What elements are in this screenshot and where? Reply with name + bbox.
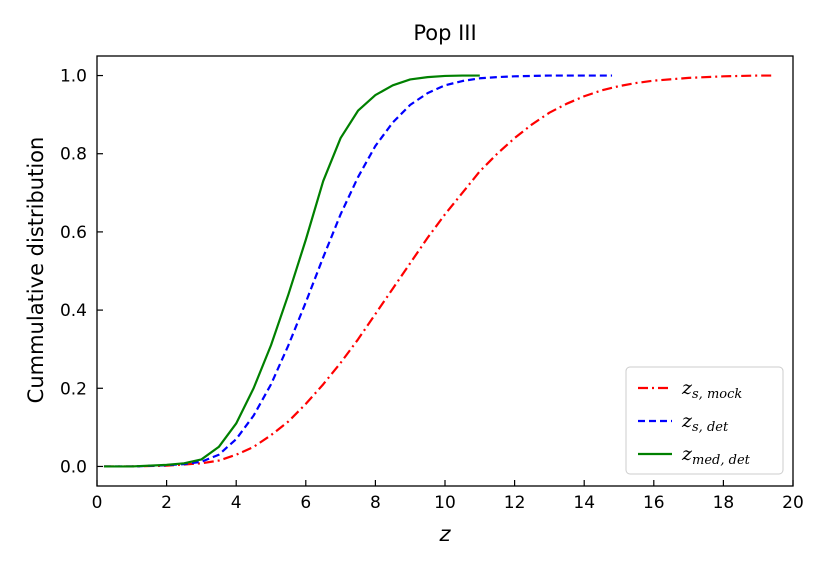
plot-area <box>103 74 773 468</box>
x-tick-label: 8 <box>370 493 381 513</box>
x-tick-label: 14 <box>573 493 595 513</box>
x-axis-label: z <box>438 522 451 546</box>
y-tick-label: 0.4 <box>60 301 87 321</box>
y-tick-label: 0.8 <box>60 145 87 165</box>
legend-label: zs, det <box>681 410 729 435</box>
y-tick-label: 0.6 <box>60 223 87 243</box>
series-line-2 <box>103 74 613 468</box>
legend-label: zmed, det <box>681 443 751 468</box>
x-tick-label: 10 <box>434 493 456 513</box>
y-tick-label: 0.0 <box>60 457 87 477</box>
legend: zs, mock zs, det zmed, det <box>625 366 784 475</box>
y-tick-label: 1.0 <box>60 67 87 87</box>
x-tick-label: 4 <box>231 493 242 513</box>
x-tick-label: 16 <box>643 493 665 513</box>
x-tick-label: 0 <box>92 493 103 513</box>
legend-label: zs, mock <box>681 377 742 402</box>
y-tick-label: 0.2 <box>60 379 87 399</box>
chart-title: Pop III <box>413 21 476 45</box>
axis-ticks: 0 2 4 6 8 10 12 14 16 18 20 0.0 0.2 0.4 0.6 0.8 1.0 <box>60 55 804 513</box>
series-line-3 <box>103 74 480 468</box>
x-tick-label: 18 <box>713 493 735 513</box>
x-tick-label: 2 <box>161 493 172 513</box>
legend-box <box>625 366 784 475</box>
x-tick-label: 6 <box>300 493 311 513</box>
x-tick-label: 12 <box>504 493 526 513</box>
y-axis-label: Cummulative distribution <box>24 137 48 404</box>
x-tick-label: 20 <box>782 493 804 513</box>
series-line-1 <box>103 74 773 468</box>
